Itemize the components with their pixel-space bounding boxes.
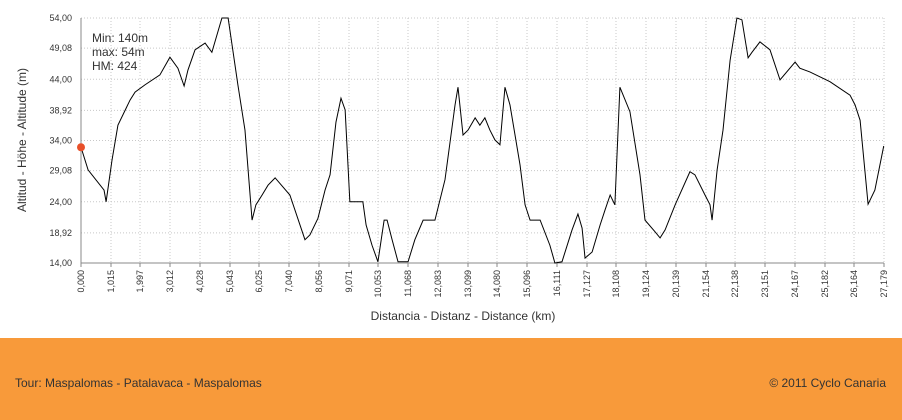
x-tick-label: 27,179 <box>879 270 889 298</box>
x-tick-label: 4,028 <box>195 270 205 293</box>
y-tick-label: 14,00 <box>49 258 72 268</box>
y-tick-label: 29,08 <box>49 166 72 176</box>
x-tick-label: 11,068 <box>403 270 413 297</box>
x-tick-label: 6,025 <box>254 270 264 293</box>
annotation: max: 54m <box>92 45 145 59</box>
x-tick-label: 20,139 <box>671 270 681 298</box>
x-tick-label: 1,015 <box>106 270 116 293</box>
elevation-line <box>80 17 885 264</box>
y-tick-label: 18,92 <box>49 228 72 238</box>
x-tick-label: 8,056 <box>314 270 324 293</box>
y-tick-label: 49,08 <box>49 43 72 53</box>
annotation: Min: 140m <box>92 31 148 45</box>
x-tick-label: 23,151 <box>760 270 770 298</box>
y-tick-label: 54,00 <box>49 13 72 23</box>
x-tick-label: 13,099 <box>463 270 473 298</box>
x-tick-label: 19,124 <box>641 270 651 298</box>
x-tick-label: 24,167 <box>790 270 800 298</box>
x-tick-label: 18,108 <box>611 270 621 298</box>
position-marker <box>77 143 85 152</box>
x-tick-label: 0,000 <box>76 270 86 293</box>
x-tick-label: 5,043 <box>225 270 235 293</box>
y-tick-label: 44,00 <box>49 74 72 84</box>
x-tick-label: 16,111 <box>552 270 562 296</box>
x-axis-label: Distancia - Distanz - Distance (km) <box>371 309 556 323</box>
x-tick-label: 15,096 <box>522 270 532 298</box>
x-tick-label: 22,138 <box>730 270 740 298</box>
x-tick-label: 9,071 <box>344 270 354 293</box>
footer-right: © 2011 Cyclo Canaria <box>769 376 886 390</box>
y-tick-label: 24,00 <box>49 197 72 207</box>
x-tick-label: 7,040 <box>284 270 294 293</box>
footer-left: Tour: Maspalomas - Patalavaca - Maspalom… <box>15 376 262 390</box>
chart-background <box>0 0 902 338</box>
x-tick-label: 10,053 <box>373 270 383 298</box>
annotation: HM: 424 <box>92 59 138 73</box>
x-tick-label: 12,083 <box>433 270 443 298</box>
x-tick-label: 25,182 <box>820 270 830 298</box>
x-tick-label: 14,080 <box>492 270 502 298</box>
x-tick-label: 3,012 <box>165 270 175 293</box>
x-tick-label: 21,154 <box>701 270 711 298</box>
x-tick-label: 26,164 <box>849 270 859 298</box>
x-tick-label: 1,997 <box>135 270 145 293</box>
y-tick-label: 34,00 <box>49 136 72 146</box>
x-tick-label: 17,127 <box>582 270 592 298</box>
y-tick-label: 38,92 <box>49 105 72 115</box>
footer <box>0 338 902 420</box>
y-axis-label: Altitud - Höhe - Altitude (m) <box>15 68 29 212</box>
